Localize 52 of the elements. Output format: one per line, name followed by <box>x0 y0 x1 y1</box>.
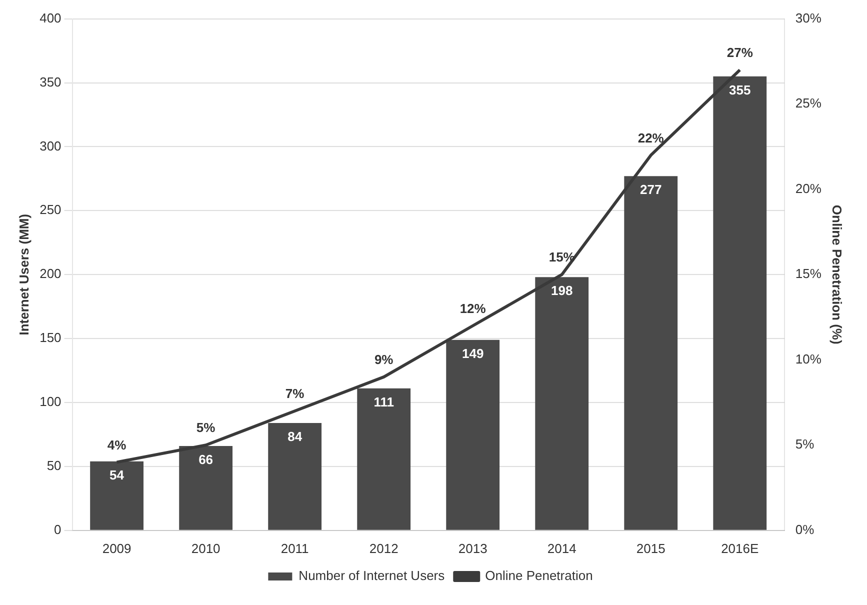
y2-tick-label: 25% <box>795 96 822 111</box>
data-label: 15% <box>548 250 576 265</box>
y-tick-label: 200 <box>40 266 62 282</box>
bar <box>446 340 500 530</box>
y2-tick-label: 5% <box>795 436 815 452</box>
data-label: 84 <box>288 429 303 444</box>
data-label: 12% <box>460 300 486 316</box>
bar <box>268 422 322 530</box>
y2-axis-title: Online Penetration (%) <box>830 204 845 344</box>
bar <box>713 76 767 530</box>
y2-tick-label: 10% <box>795 351 822 366</box>
y-tick-label: 400 <box>40 10 62 26</box>
y-tick-label: 150 <box>40 330 62 346</box>
y-tick-label: 350 <box>40 74 62 90</box>
y2-tick-label: 30% <box>795 10 822 26</box>
legend-label: Online Penetration <box>485 568 593 584</box>
data-label: 54 <box>110 467 125 482</box>
bar <box>535 277 589 530</box>
x-tick-label: 2011 <box>280 540 309 556</box>
y-tick-label: 0 <box>54 522 62 537</box>
data-label: 4% <box>107 437 127 452</box>
bar <box>357 388 411 530</box>
data-label: 9% <box>374 352 394 367</box>
y2-tick-label: 20% <box>795 180 822 196</box>
legend-label: Number of Internet Users <box>298 568 446 584</box>
data-label: 7% <box>285 386 305 402</box>
y2-tick-label: 0% <box>795 522 815 537</box>
bar <box>179 446 233 530</box>
y-tick-label: 300 <box>40 138 62 154</box>
data-label: 66 <box>198 452 214 468</box>
x-tick-label: 2013 <box>458 540 488 556</box>
x-tick-label: 2015 <box>636 540 666 556</box>
data-label: 149 <box>462 346 484 361</box>
data-label: 5% <box>196 420 216 436</box>
data-label: 27% <box>726 45 754 60</box>
x-tick-label: 2016E <box>721 540 759 556</box>
bar <box>90 461 144 530</box>
y-tick-label: 100 <box>40 394 62 410</box>
x-tick-label: 2010 <box>191 540 220 556</box>
x-tick-label: 2012 <box>369 540 398 556</box>
y-axis-title: Internet Users (MM) <box>16 214 32 336</box>
y-tick-label: 250 <box>40 202 62 218</box>
x-tick-label: 2014 <box>547 540 576 556</box>
data-label: 277 <box>640 182 662 198</box>
y2-tick-label: 15% <box>795 266 822 282</box>
y-tick-label: 50 <box>46 458 62 474</box>
data-label: 22% <box>638 130 664 146</box>
data-label: 111 <box>374 394 394 410</box>
x-tick-label: 2009 <box>102 540 132 556</box>
data-label: 355 <box>729 82 751 98</box>
data-label: 198 <box>551 283 573 298</box>
bar <box>624 176 678 530</box>
